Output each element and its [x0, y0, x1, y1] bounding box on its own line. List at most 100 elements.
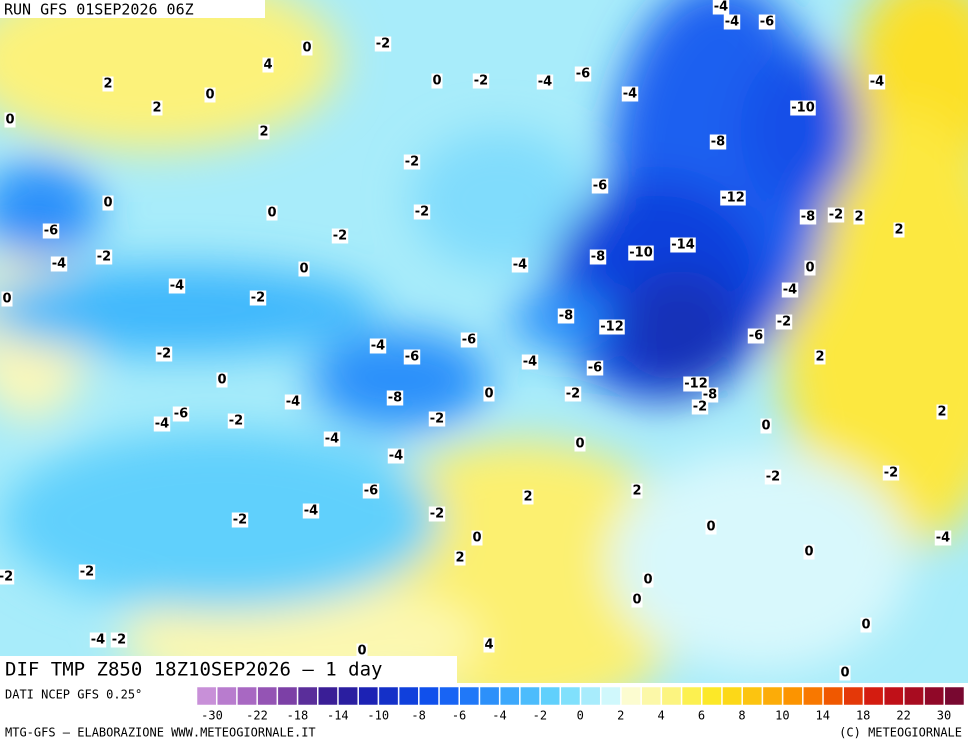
label-bg: [331, 228, 349, 244]
contour-label: 2: [455, 551, 464, 566]
label-bg: [301, 40, 313, 56]
contour-label: 0: [472, 531, 481, 546]
colorbar-label: -30: [201, 709, 223, 723]
contour-label: -2: [829, 208, 843, 223]
colorbar-swatch: [803, 686, 823, 706]
contour-label: 4: [484, 638, 493, 653]
contour-label: 0: [357, 644, 366, 659]
contour-label: -6: [593, 179, 607, 194]
label-bg: [1, 291, 13, 307]
colorbar-label: -10: [367, 709, 389, 723]
label-bg: [0, 569, 15, 585]
colorbar-label: 22: [896, 709, 910, 723]
contour-label: -8: [703, 388, 717, 403]
label-bg: [172, 406, 190, 422]
label-bg: [839, 665, 851, 681]
contour-label: 0: [302, 41, 311, 56]
colorbar-swatch: [257, 686, 278, 706]
contour-label: -8: [388, 391, 402, 406]
colorbar-label: -4: [492, 709, 506, 723]
contour-label: -2: [157, 347, 171, 362]
colorbar-swatch: [216, 686, 237, 706]
contour-label: 0: [761, 419, 770, 434]
label-bg: [799, 209, 817, 225]
contour-label: -4: [304, 504, 318, 519]
contour-label: -2: [474, 74, 488, 89]
colorbar-label: 0: [577, 709, 584, 723]
label-bg: [50, 256, 68, 272]
label-bg: [521, 354, 539, 370]
contour-label: -6: [174, 407, 188, 422]
contour-label: -6: [405, 350, 419, 365]
contour-label: 0: [205, 88, 214, 103]
label-bg: [893, 222, 905, 238]
label-bg: [775, 314, 793, 330]
contour-label: 2: [152, 101, 161, 116]
contour-label: -2: [766, 470, 780, 485]
contour-label: -2: [251, 291, 265, 306]
colorbar-swatch: [762, 686, 783, 706]
label-bg: [522, 489, 534, 505]
label-bg: [701, 387, 719, 403]
run-label: RUN GFS 01SEP2026 06Z: [4, 1, 194, 19]
contour-label: 0: [103, 196, 112, 211]
contour-label: -2: [97, 250, 111, 265]
contour-label: 0: [861, 618, 870, 633]
colorbar-swatch: [661, 686, 682, 706]
label-bg: [712, 0, 730, 15]
label-bg: [471, 530, 483, 546]
contour-label: -6: [760, 15, 774, 30]
label-bg: [599, 319, 625, 335]
contour-label: -2: [430, 507, 444, 522]
colorbar-label: 30: [937, 709, 951, 723]
contour-label: -4: [389, 449, 403, 464]
label-bg: [284, 394, 302, 410]
colorbar-label: -6: [452, 709, 466, 723]
contour-label: 0: [804, 545, 813, 560]
contour-label: 2: [815, 350, 824, 365]
colorbar-label: 4: [658, 709, 665, 723]
colorbar-swatch: [479, 686, 500, 706]
contour-label: -6: [364, 484, 378, 499]
label-bg: [153, 416, 171, 432]
label-bg: [631, 483, 643, 499]
label-bg: [42, 223, 60, 239]
contour-label: 2: [103, 77, 112, 92]
label-bg: [589, 249, 607, 265]
label-bg: [387, 448, 405, 464]
label-bg: [853, 209, 865, 225]
contour-label: -8: [801, 210, 815, 225]
contour-label: -4: [538, 75, 552, 90]
label-bg: [369, 338, 387, 354]
colorbar-swatch: [600, 686, 621, 706]
contour-label: -4: [325, 432, 339, 447]
label-bg: [723, 14, 741, 30]
label-bg: [790, 100, 816, 116]
label-bg: [804, 260, 816, 276]
contour-label: 2: [854, 210, 863, 225]
colorbar-label: 8: [738, 709, 745, 723]
contour-label: -2: [430, 412, 444, 427]
colorbar-label: 10: [775, 709, 789, 723]
colorbar-swatch: [439, 686, 459, 706]
label-bg: [574, 436, 586, 452]
colorbar-swatch: [398, 686, 419, 706]
colorbar-label: -2: [533, 709, 547, 723]
colorbar-swatch: [338, 686, 358, 706]
copyright: (C) METEOGIORNALE: [839, 726, 962, 740]
label-bg: [631, 592, 643, 608]
label-bg: [621, 86, 639, 102]
colorbar-swatch: [883, 686, 904, 706]
colorbar-swatch: [459, 686, 480, 706]
contour-label: -2: [566, 387, 580, 402]
label-bg: [781, 282, 799, 298]
contour-label: -4: [714, 0, 728, 15]
label-bg: [227, 413, 245, 429]
label-bg: [362, 483, 380, 499]
label-bg: [155, 346, 173, 362]
contour-label: -4: [623, 87, 637, 102]
contour-label: -10: [629, 246, 653, 261]
contour-label: -4: [936, 531, 950, 546]
